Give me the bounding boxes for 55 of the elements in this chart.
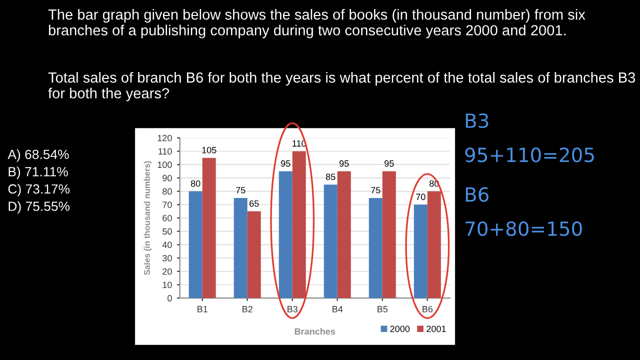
bar [247,211,261,298]
y-tick-label: 40 [162,242,172,248]
x-tick-label: B5 [378,306,388,312]
text: 70+80=150 [466,221,582,236]
y-tick-label: 30 [162,254,172,262]
data-label: 95 [281,160,290,167]
legend-label: 2001 [426,326,446,332]
bar [278,171,292,298]
x-axis-title: Branches [294,328,336,335]
legend-label: 2000 [390,326,410,332]
x-tick-label: B1 [198,306,208,312]
text: D) 75.55% [8,201,70,214]
data-label: 70 [416,194,426,200]
x-tick-label: B6 [422,306,433,312]
bar [202,158,216,298]
data-label: 95 [384,160,394,167]
data-label: 65 [250,200,259,207]
y-tick-label: 60 [162,214,172,222]
bar [324,184,338,298]
bar [234,198,248,298]
x-tick-label: B4 [332,306,343,312]
y-tick-label: 80 [162,188,172,195]
y-tick-label: 10 [162,282,172,288]
bar [382,171,396,298]
bar [414,204,428,298]
bar [188,191,202,298]
x-tick-label: B2 [242,306,252,312]
bar [368,198,382,298]
bar [427,191,441,298]
data-label: 85 [326,174,336,180]
y-tick-label: 110 [158,148,172,155]
y-axis-title: Sales (in thousand numbers) [144,161,152,275]
y-tick-label: 50 [162,228,172,235]
data-label: 80 [190,180,200,187]
data-label: 75 [371,187,380,194]
text: 95+110=205 [465,148,594,162]
x-tick-label: B3 [288,306,298,312]
bar [337,171,351,298]
chart-title: The bar graph given below shows the sales of books (in thousand number) from six branches of a publishing company during two consecutive years 2000 and 2001. [48,9,586,38]
text: B6 [466,187,488,202]
y-tick-label: 100 [158,162,172,168]
text: C) 73.17% [8,184,70,196]
y-tick-label: 90 [162,174,172,182]
data-label: 75 [236,187,246,194]
bar [292,151,306,298]
data-label: 95 [340,160,349,167]
chart-subtitle: Total sales of branch B6 for both the years is what percent of the total sales of branches B3 for both the years? [48,72,636,102]
text: A) 68.54% [8,149,69,162]
y-tick-label: 0 [168,295,172,302]
y-tick-label: 70 [162,202,172,208]
y-tick-label: 20 [162,268,172,275]
y-tick-label: 120 [158,134,172,142]
text: B) 71.11% [8,166,68,179]
text: B3 [466,113,488,128]
data-label: 105 [202,146,216,154]
